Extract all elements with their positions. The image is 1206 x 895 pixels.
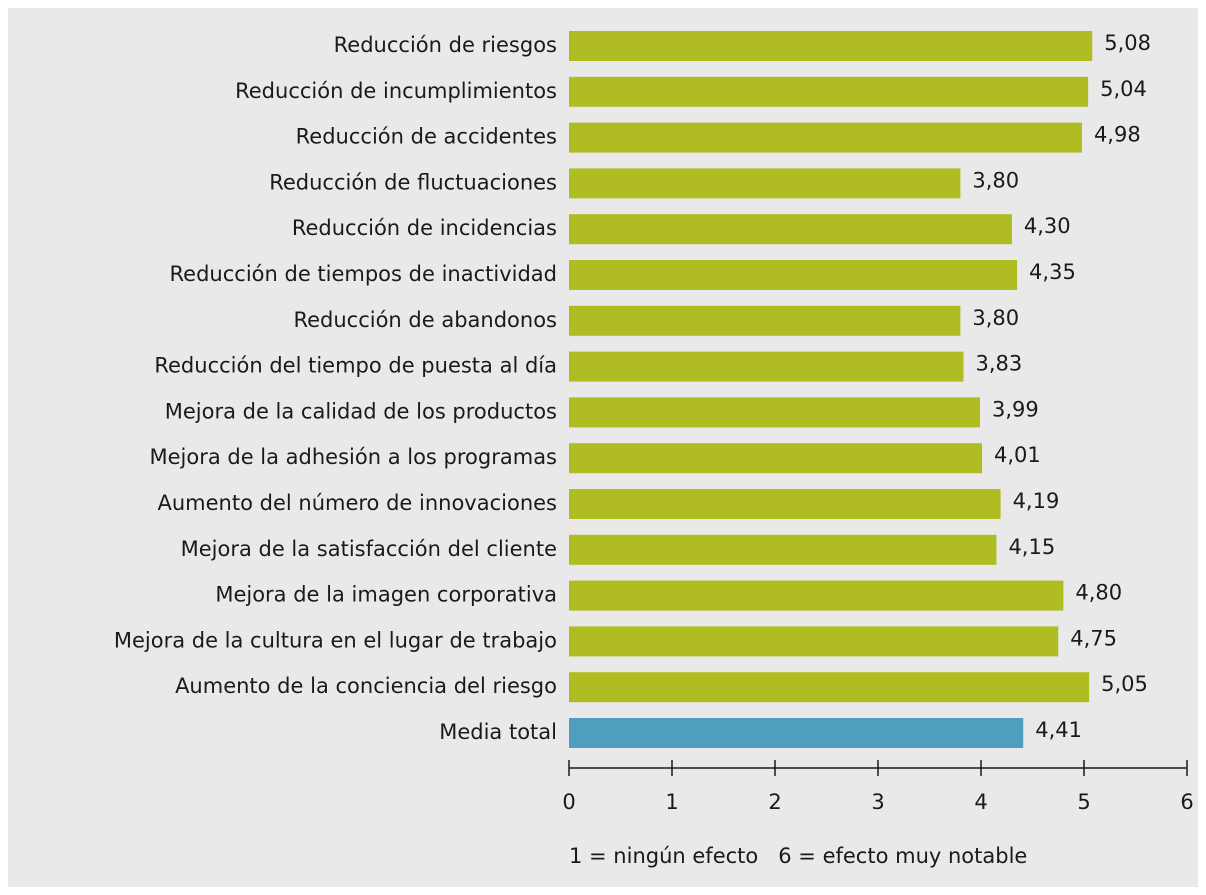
- value-label: 4,98: [1094, 123, 1141, 147]
- bar: [569, 534, 997, 565]
- value-label: 4,15: [1008, 535, 1055, 559]
- value-label: 3,80: [972, 168, 1019, 192]
- y-tick-label: Reducción de incidencias: [292, 216, 557, 240]
- bar: [569, 214, 1012, 245]
- x-tick-label: 1: [665, 790, 678, 814]
- value-label: 4,30: [1024, 214, 1071, 238]
- y-tick-label: Reducción de tiempos de inactividad: [170, 262, 557, 286]
- y-tick-label: Reducción del tiempo de puesta al día: [154, 354, 557, 378]
- value-label: 4,01: [994, 443, 1041, 467]
- value-label: 5,05: [1101, 672, 1148, 696]
- x-tick-label: 4: [974, 790, 987, 814]
- x-tick-label: 3: [871, 790, 884, 814]
- bar: [569, 672, 1090, 703]
- bar: [569, 626, 1059, 657]
- y-tick-label: Reducción de accidentes: [296, 125, 557, 149]
- bar: [569, 580, 1064, 611]
- y-tick-label: Mejora de la adhesión a los programas: [149, 445, 557, 469]
- value-label: 4,80: [1075, 581, 1122, 605]
- x-tick-label: 5: [1077, 790, 1090, 814]
- x-tick-label: 6: [1180, 790, 1193, 814]
- bar: [569, 397, 980, 428]
- value-label: 4,19: [1013, 489, 1060, 513]
- bar: [569, 718, 1024, 748]
- note: 1 = ningún efecto 6 = efecto muy notable: [569, 844, 1027, 868]
- bar: [569, 168, 961, 199]
- bar: [569, 260, 1018, 290]
- y-tick-label: Aumento de la conciencia del riesgo: [175, 674, 557, 698]
- bar: [569, 122, 1082, 153]
- y-tick-label: Reducción de incumplimientos: [235, 79, 557, 103]
- bar: [569, 76, 1089, 107]
- y-tick-label: Mejora de la calidad de los productos: [165, 399, 557, 423]
- y-tick-label: Reducción de fluctuaciones: [269, 170, 557, 194]
- value-label: 5,04: [1100, 77, 1147, 101]
- value-label: 4,41: [1035, 718, 1082, 742]
- bar: [569, 31, 1093, 61]
- value-label: 3,80: [972, 306, 1019, 330]
- bar: [569, 351, 964, 382]
- y-tick-label: Reducción de riesgos: [334, 33, 557, 57]
- y-tick-label: Aumento del número de innovaciones: [158, 491, 558, 515]
- value-label: 4,75: [1070, 626, 1117, 650]
- y-tick-label: Reducción de abandonos: [293, 308, 557, 332]
- x-tick-label: 2: [768, 790, 781, 814]
- y-tick-label: Mejora de la imagen corporativa: [215, 583, 557, 607]
- y-tick-label: Mejora de la cultura en el lugar de trab…: [114, 628, 557, 652]
- bar: [569, 305, 961, 336]
- y-tick-label: Mejora de la satisfacción del cliente: [181, 537, 557, 561]
- bar: [569, 489, 1001, 519]
- value-label: 3,99: [992, 397, 1039, 421]
- x-tick-label: 0: [562, 790, 575, 814]
- value-label: 5,08: [1104, 31, 1151, 55]
- y-tick-label: Media total: [439, 720, 557, 744]
- value-label: 3,83: [975, 352, 1022, 376]
- value-label: 4,35: [1029, 260, 1076, 284]
- bar: [569, 443, 983, 474]
